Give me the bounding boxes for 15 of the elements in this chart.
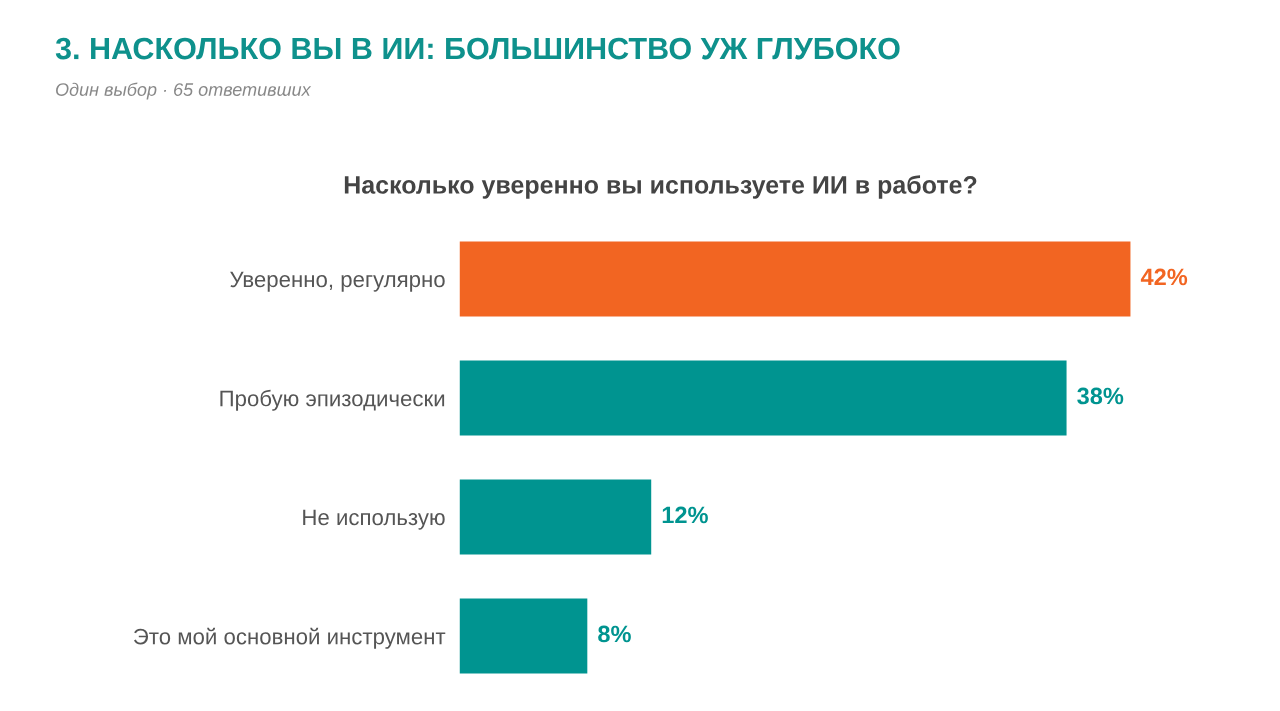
y-tick-label: Это мой основной инструмент [133,627,446,649]
text: Один выбор · 65 ответивших [56,82,312,100]
data-label: 8% [598,625,631,643]
bar [459,479,652,555]
chart-title: 3. НАСКОЛЬКО ВЫ В ИИ: БОЛЬШИНСТВО УЖ ГЛУБОКО [55,37,900,60]
y-tick-label: Пробую эпизодически [220,389,445,411]
y-tick-label: Не использую [303,509,445,530]
bar [459,241,1131,317]
bar [459,598,588,674]
data-label: 38% [1077,387,1124,405]
text: Насколько уверенно вы используете ИИ в работе? [344,175,977,199]
bar [459,360,1067,436]
y-tick-label: Уверенно, регулярно [230,271,445,292]
data-label: 42% [1140,268,1188,286]
data-label: 12% [662,506,708,524]
